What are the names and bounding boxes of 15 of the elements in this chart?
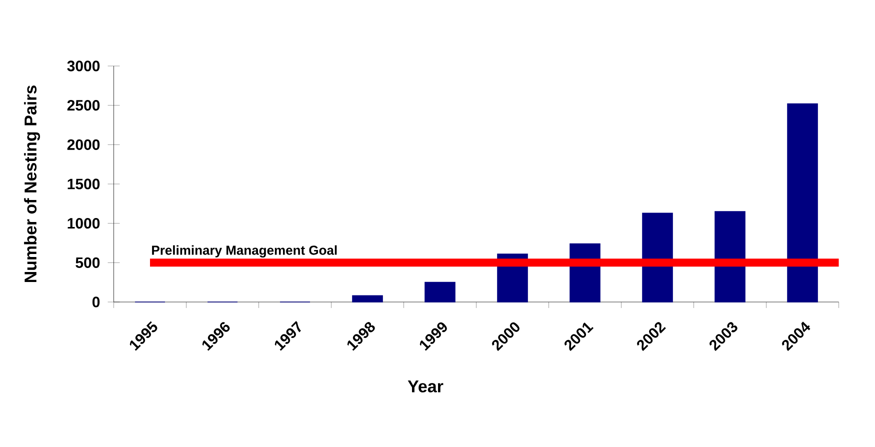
bar xyxy=(424,282,456,302)
bar xyxy=(642,212,673,302)
bar xyxy=(787,103,818,302)
y-tick-label: 500 xyxy=(76,257,100,268)
ref-line-label: Preliminary Management Goal xyxy=(152,245,337,258)
y-tick-label: 1500 xyxy=(68,178,100,190)
y-tick-label: 2000 xyxy=(67,139,100,150)
y-tick-label: 3000 xyxy=(67,60,100,72)
y-axis-title: Number of Nesting Pairs xyxy=(24,86,40,282)
y-tick-label: 2500 xyxy=(67,100,100,111)
x-axis-title: Year xyxy=(408,380,444,392)
y-tick-label: 1000 xyxy=(68,218,100,229)
bar xyxy=(352,295,383,302)
y-tick-label: 0 xyxy=(92,296,100,308)
bar xyxy=(714,211,746,302)
